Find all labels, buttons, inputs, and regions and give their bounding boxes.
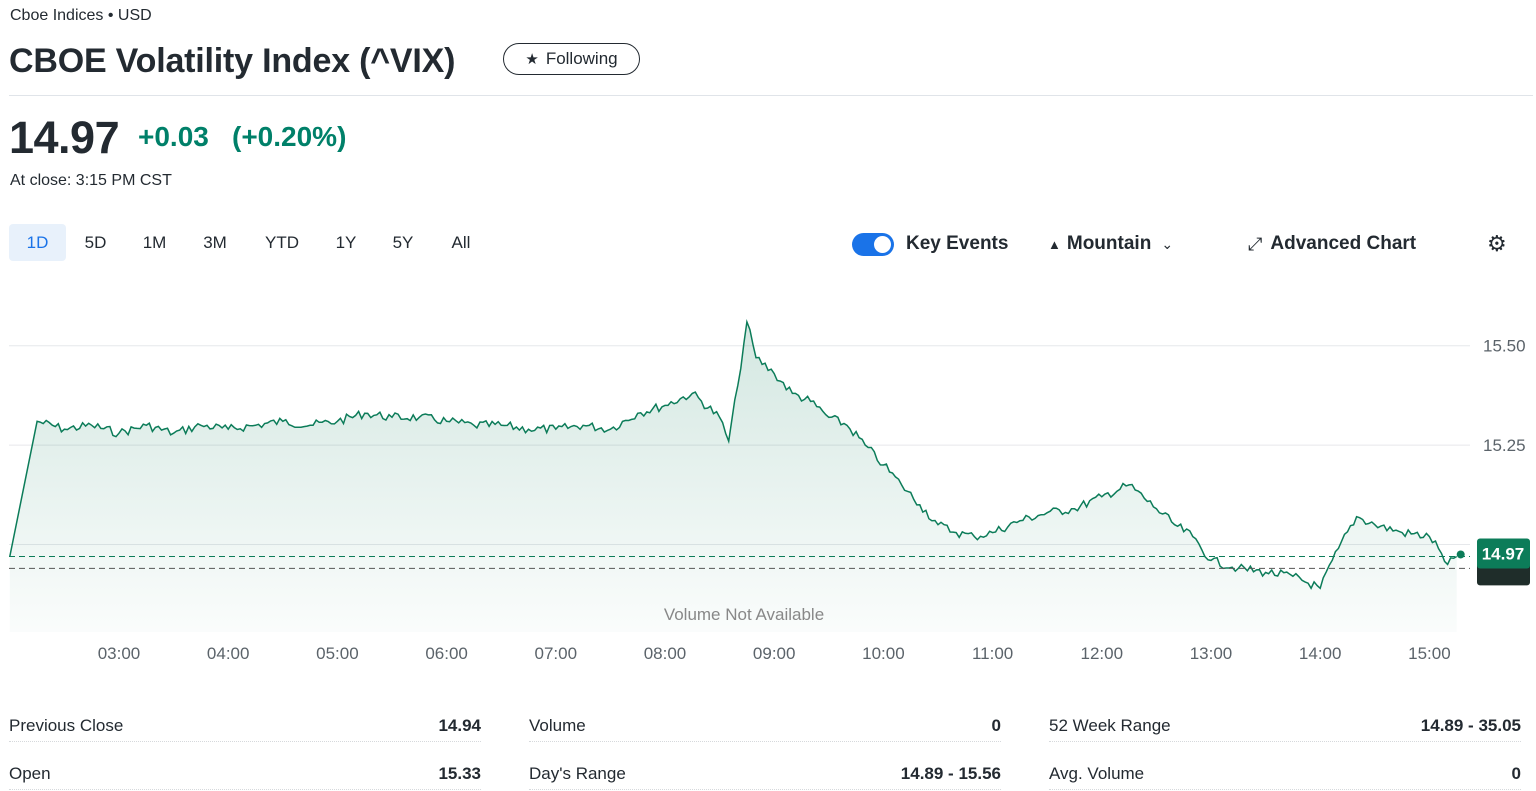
- x-tick-label: 13:00: [1190, 644, 1233, 663]
- exchange-label: Cboe Indices • USD: [10, 7, 152, 24]
- following-label: Following: [545, 49, 618, 68]
- stat-value: 14.89 - 35.05: [1420, 715, 1521, 735]
- stat-label: Day's Range: [529, 763, 626, 783]
- x-tick-label: 04:00: [207, 644, 250, 663]
- x-tick-label: 11:00: [972, 644, 1013, 663]
- stat-avg-volume: Avg. Volume 0: [1049, 758, 1521, 790]
- stat-value: 0: [1511, 763, 1521, 783]
- toggle-knob: [874, 236, 891, 253]
- x-tick-label: 05:00: [316, 644, 359, 663]
- stat-value: 14.94: [438, 715, 481, 735]
- volume-note: Volume Not Available: [664, 605, 824, 624]
- stat-days-range: Day's Range 14.89 - 15.56: [529, 758, 1001, 790]
- chart-type-dropdown[interactable]: ▲ Mountain ⌄: [1048, 233, 1173, 255]
- header-divider: [9, 95, 1533, 96]
- y-tick-label: 15.50: [1483, 337, 1526, 356]
- range-selector: 1D 5D 1M 3M YTD 1Y 5Y All: [9, 224, 490, 261]
- range-tab-5y[interactable]: 5Y: [392, 232, 414, 252]
- stat-label: Avg. Volume: [1049, 763, 1145, 783]
- stat-volume: Volume 0: [529, 710, 1001, 742]
- advanced-chart-label: Advanced Chart: [1270, 233, 1417, 254]
- mountain-icon: ▲: [1048, 236, 1061, 252]
- chart-type-label: Mountain: [1066, 233, 1152, 254]
- chevron-down-icon: ⌄: [1161, 235, 1174, 252]
- x-tick-label: 03:00: [98, 644, 141, 663]
- y-tick-label: 15.25: [1483, 436, 1526, 455]
- current-price: 14.97: [9, 112, 120, 163]
- range-tab-5d[interactable]: 5D: [84, 232, 107, 252]
- gear-icon[interactable]: ⚙: [1487, 231, 1507, 256]
- key-events-toggle[interactable]: [852, 233, 894, 256]
- star-icon: ★: [525, 51, 539, 68]
- range-tab-all[interactable]: All: [451, 232, 471, 252]
- x-tick-label: 15:00: [1408, 644, 1451, 663]
- x-tick-label: 12:00: [1081, 644, 1124, 663]
- last-price-dot: [1456, 550, 1465, 559]
- x-tick-label: 08:00: [644, 644, 687, 663]
- expand-icon: ⤢: [1248, 233, 1263, 254]
- range-tab-1d[interactable]: 1D: [9, 224, 66, 261]
- stat-label: Volume: [529, 715, 586, 735]
- last-price-badge-label: 14.97: [1482, 544, 1525, 563]
- x-tick-label: 06:00: [425, 644, 468, 663]
- x-tick-label: 14:00: [1299, 644, 1342, 663]
- x-tick-label: 09:00: [753, 644, 796, 663]
- stat-previous-close: Previous Close 14.94: [9, 710, 481, 742]
- stat-open: Open 15.33: [9, 758, 481, 790]
- range-tab-3m[interactable]: 3M: [203, 232, 227, 252]
- price-area: [9, 321, 1457, 632]
- range-tab-1m[interactable]: 1M: [142, 232, 167, 252]
- price-change: +0.03: [138, 121, 209, 152]
- stat-label: Open: [9, 763, 51, 783]
- stat-value: 15.33: [438, 763, 481, 783]
- advanced-chart-button[interactable]: ⤢ Advanced Chart: [1248, 233, 1416, 255]
- x-tick-label: 10:00: [862, 644, 905, 663]
- stat-value: 0: [991, 715, 1001, 735]
- range-tab-ytd[interactable]: YTD: [265, 232, 299, 252]
- stat-value: 14.89 - 15.56: [900, 763, 1001, 783]
- price-change-percent: (+0.20%): [232, 121, 347, 152]
- price-line: [9, 318, 1458, 590]
- x-axis: 03:00 04:00 05:00 06:00 07:00 08:00 09:00 10:00…: [98, 644, 1451, 663]
- stat-52-week-range: 52 Week Range 14.89 - 35.05: [1049, 710, 1521, 742]
- page-title: CBOE Volatility Index (^VIX): [9, 42, 456, 80]
- key-events-label[interactable]: Key Events: [906, 233, 1009, 254]
- range-tab-1y[interactable]: 1Y: [335, 232, 357, 252]
- following-button[interactable]: ★ Following: [503, 43, 640, 75]
- close-time: At close: 3:15 PM CST: [10, 172, 172, 189]
- x-tick-label: 07:00: [535, 644, 578, 663]
- last-price-badge: [1477, 538, 1530, 569]
- stat-label: 52 Week Range: [1049, 715, 1171, 735]
- stat-label: Previous Close: [9, 715, 124, 735]
